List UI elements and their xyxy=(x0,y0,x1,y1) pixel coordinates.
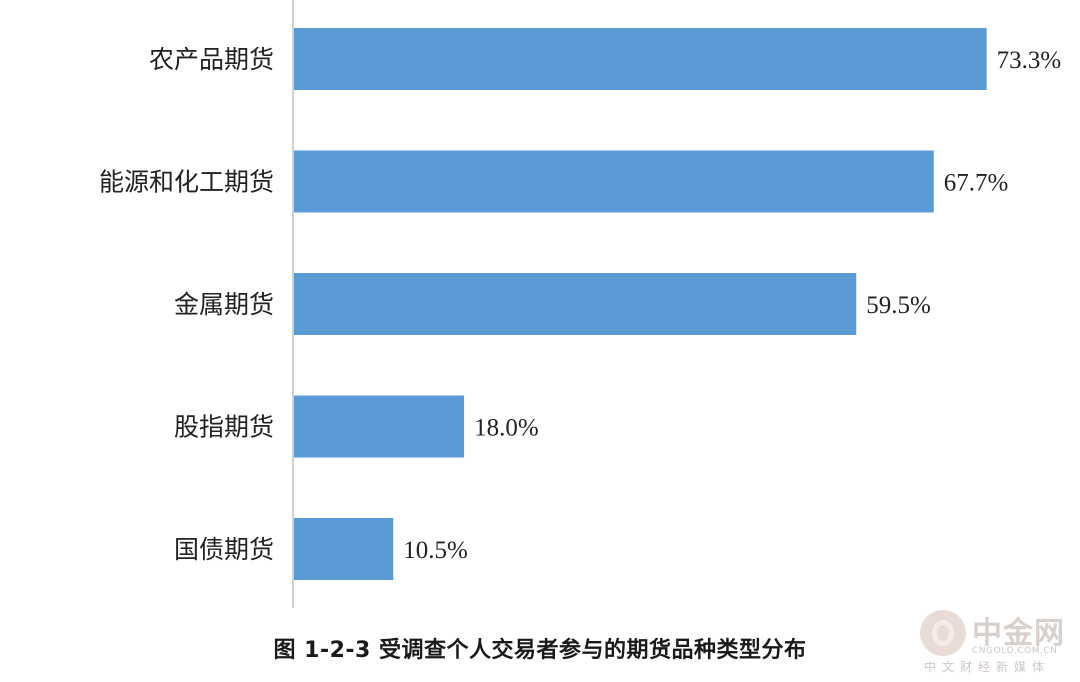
value-label: 59.5% xyxy=(866,292,931,319)
value-label: 18.0% xyxy=(474,415,539,442)
bar xyxy=(294,395,465,458)
category-label: 能源和化工期货 xyxy=(99,168,274,197)
bar xyxy=(294,28,987,90)
watermark-domain: CNGOLD.COM.CN xyxy=(972,646,1058,656)
category-label: 股指期货 xyxy=(174,413,274,442)
bar xyxy=(294,518,394,580)
value-label: 67.7% xyxy=(944,170,1009,197)
category-label: 农产品期货 xyxy=(149,45,274,74)
value-label: 10.5% xyxy=(403,537,468,564)
bars-layer xyxy=(294,28,987,580)
watermark-brand: 中金网 xyxy=(972,616,1065,651)
category-label: 金属期货 xyxy=(174,290,274,319)
watermark: 中金网 CNGOLD.COM.CN 中文财经新媒体 xyxy=(920,608,1072,674)
bar xyxy=(294,150,934,213)
value-labels: 73.3% 67.7% 59.5% 18.0% 10.5% xyxy=(403,47,1061,564)
category-label: 国债期货 xyxy=(174,535,274,564)
cngold-logo-icon xyxy=(920,610,966,656)
watermark-tagline: 中文财经新媒体 xyxy=(924,660,1051,674)
bar xyxy=(294,273,857,335)
chart-title: 图 1-2-3 受调查个人交易者参与的期货品种类型分布 xyxy=(273,638,807,663)
value-label: 73.3% xyxy=(997,47,1062,74)
